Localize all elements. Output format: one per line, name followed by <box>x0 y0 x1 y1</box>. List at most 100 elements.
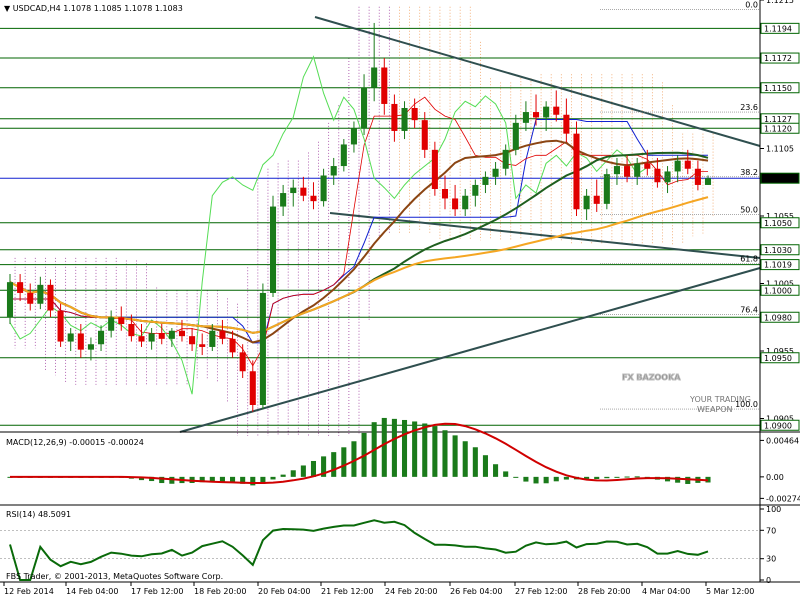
macd-bar <box>300 465 306 477</box>
candle-body <box>553 106 560 115</box>
candle-body <box>310 195 317 202</box>
macd-bar <box>331 452 337 477</box>
candle-body <box>6 282 14 318</box>
macd-bar <box>482 455 488 477</box>
time-tick-label: 20 Feb 04:00 <box>258 587 310 596</box>
candle-body <box>512 122 519 150</box>
rsi-axis-labels: 100 70 30 0 <box>760 505 781 585</box>
time-tick-label: 18 Feb 20:00 <box>194 587 246 596</box>
watermark-logo: FX BAZOOKA YOUR TRADING WEAPON <box>622 373 752 415</box>
candle-body <box>593 195 600 204</box>
candle-body <box>17 282 24 293</box>
price-tick-label: 1.0905 <box>766 415 794 424</box>
level-label: 1.1083 <box>764 174 792 183</box>
candle-body <box>77 333 84 350</box>
rsi-tick-label: 100 <box>766 505 781 514</box>
price-axis[interactable]: 1.1215 1.1105 1.1055 1.1005 1.0955 1.0905 1.11… <box>759 0 800 582</box>
time-tick-label: 26 Feb 04:00 <box>450 587 502 596</box>
candle-body <box>189 336 196 345</box>
candle-body <box>37 284 44 304</box>
fib-label: 76.4 <box>740 306 758 315</box>
candle-body <box>178 330 186 337</box>
candle-body <box>492 168 499 177</box>
time-tick-label: 4 Mar 04:00 <box>642 587 690 596</box>
candle-body <box>259 292 266 405</box>
macd-bar <box>290 470 296 477</box>
level-label: 1.1050 <box>764 219 792 228</box>
macd-bar <box>462 441 468 477</box>
lower-trend-line[interactable] <box>179 267 761 433</box>
macd-bar <box>240 476 246 484</box>
candle-body <box>563 114 570 134</box>
candle-body <box>87 344 94 350</box>
candle-body <box>411 108 418 121</box>
price-pane[interactable]: 0.0 23.6 38.2 50.0 61.8 76.4 100.0 FX BAZOOKA … <box>0 0 761 437</box>
level-label: 1.1194 <box>764 24 792 33</box>
candle-body <box>452 198 459 210</box>
macd-bar <box>533 476 539 484</box>
ma-slow-line <box>9 196 709 334</box>
candle-body <box>462 195 469 210</box>
time-tick-label: 12 Feb 2014 <box>4 587 54 596</box>
level-label: 1.1172 <box>764 54 792 63</box>
macd-bar <box>553 476 559 482</box>
macd-bar <box>280 474 286 477</box>
candle-body <box>361 87 368 129</box>
macd-bar <box>472 447 478 477</box>
candle-body <box>431 149 438 189</box>
candles <box>6 22 712 412</box>
candle-body <box>330 166 337 176</box>
macd-bar <box>230 476 236 483</box>
time-tick-label: 14 Feb 04:00 <box>66 587 118 596</box>
candle-body <box>269 206 277 293</box>
level-label-box <box>760 419 800 431</box>
candle-body <box>138 336 145 342</box>
rsi-pane[interactable]: RSI(14) 48.5091 100 70 30 0 FBS Trader, © 2… <box>0 505 781 585</box>
candle-body <box>502 149 509 169</box>
candle-body <box>27 292 34 304</box>
macd-signal-line <box>10 422 709 484</box>
candle-body <box>209 330 216 347</box>
candle-body <box>239 352 246 372</box>
candle-body <box>664 171 671 183</box>
candle-body <box>300 187 307 196</box>
candle-body <box>371 67 378 88</box>
candle-body <box>118 317 125 324</box>
candle-body <box>624 166 631 177</box>
chart-ohlc: 1.1078 1.1085 1.1078 1.1083 <box>63 4 183 13</box>
rsi-tick-label: 70 <box>766 526 776 535</box>
candle-body <box>168 330 175 339</box>
macd-bar <box>614 476 620 478</box>
macd-bar <box>381 417 387 477</box>
macd-bar <box>422 423 428 477</box>
candle-body <box>219 330 226 339</box>
level-label-box <box>760 82 800 94</box>
price-tick-label: 1.1215 <box>766 0 794 5</box>
macd-bar <box>138 476 145 481</box>
macd-pane[interactable]: MACD(12,26,9) -0.00015 -0.00024 0.004640… <box>6 417 800 503</box>
chart-symbol: USDCAD,H4 <box>13 4 61 13</box>
middle-trend-line[interactable] <box>329 212 761 259</box>
macd-bar <box>563 476 569 480</box>
fib-label: 100.0 <box>735 400 758 409</box>
moving-averages <box>9 55 709 395</box>
candle-body <box>340 144 347 167</box>
chikou-line <box>9 55 648 395</box>
rsi-tick-label: 0 <box>766 576 771 585</box>
time-axis[interactable]: 12 Feb 2014 14 Feb 04:00 17 Feb 12:00 18 Fe… <box>3 582 754 596</box>
macd-bar <box>442 430 448 477</box>
level-label-box <box>760 352 800 364</box>
watermark-tagline-2: WEAPON <box>697 405 733 414</box>
upper-trend-line[interactable] <box>314 16 761 147</box>
macd-bar <box>452 435 458 477</box>
candle-body <box>401 108 408 131</box>
candle-body <box>472 184 479 196</box>
price-pane-bg <box>0 0 760 432</box>
macd-bar <box>685 476 691 484</box>
time-tick-label: 24 Feb 20:00 <box>385 587 437 596</box>
level-label-box <box>760 22 800 34</box>
macd-tick-label: 0.00464 <box>766 436 799 445</box>
macd-bar <box>169 476 175 484</box>
macd-tick-label: -0.00274 <box>766 494 800 503</box>
